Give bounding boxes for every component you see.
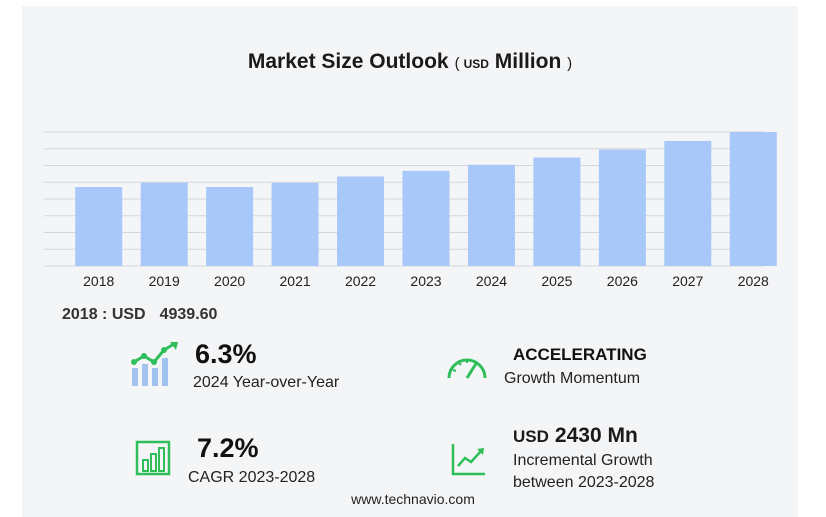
bar-2019 bbox=[140, 182, 188, 266]
x-tick-label: 2021 bbox=[280, 273, 311, 289]
base-year-label: 2018 : USD bbox=[62, 306, 146, 323]
bar-2018 bbox=[75, 187, 123, 266]
base-year-amount: 4939.60 bbox=[159, 306, 218, 323]
bar-2024 bbox=[467, 164, 515, 266]
incremental-label-1: Incremental Growth bbox=[513, 452, 653, 469]
yoy-stat: 6.3% bbox=[195, 339, 257, 370]
incremental-currency: USD bbox=[513, 427, 549, 446]
x-tick-label: 2020 bbox=[214, 273, 245, 289]
bar-2023 bbox=[402, 170, 450, 266]
x-tick-label: 2019 bbox=[149, 273, 180, 289]
unit-scale: Million bbox=[494, 50, 562, 73]
speedometer-icon bbox=[447, 358, 487, 379]
bar-2027 bbox=[664, 140, 712, 266]
unit-currency: USD bbox=[463, 57, 489, 71]
bar-2022 bbox=[337, 176, 385, 266]
incremental-label-2: between 2023-2028 bbox=[513, 474, 655, 491]
x-tick-label: 2026 bbox=[607, 273, 638, 289]
x-tick-label: 2027 bbox=[672, 273, 703, 289]
x-tick-label: 2028 bbox=[738, 273, 769, 289]
base-year-value: 2018 : USD 4939.60 bbox=[62, 306, 217, 324]
growth-bars-icon bbox=[131, 342, 178, 386]
bar-2028 bbox=[729, 132, 777, 266]
bar-2021 bbox=[271, 182, 319, 266]
x-tick-label: 2022 bbox=[345, 273, 376, 289]
yoy-value: 6.3% bbox=[195, 339, 257, 369]
cagr-label: CAGR 2023-2028 bbox=[188, 469, 316, 486]
chart-title-unit: (USD Million ) bbox=[454, 50, 573, 73]
x-tick-label: 2024 bbox=[476, 273, 507, 289]
momentum-value: ACCELERATING bbox=[513, 345, 647, 364]
x-tick-label: 2025 bbox=[541, 273, 572, 289]
x-tick-label: 2023 bbox=[410, 273, 441, 289]
incremental-value: 2430 Mn bbox=[554, 424, 638, 447]
x-tick-label: 2018 bbox=[83, 273, 114, 289]
incremental-stat: USD 2430 Mn bbox=[513, 424, 638, 448]
bar-2020 bbox=[206, 187, 254, 266]
bar-chart: 2018 2019 2020 2021 2022 2023 2024 2025 2026 2027… bbox=[44, 131, 777, 289]
chart-title: Market Size Outlook (USD Million ) bbox=[22, 50, 798, 74]
footer-url: www.technavio.com bbox=[351, 491, 475, 507]
bar-2026 bbox=[598, 149, 646, 266]
line-chart-icon bbox=[451, 444, 485, 476]
yoy-label: 2024 Year-over-Year bbox=[193, 374, 340, 391]
cagr-value: 7.2% bbox=[197, 433, 259, 463]
momentum-label: Growth Momentum bbox=[504, 370, 641, 387]
chart-title-main: Market Size Outlook bbox=[247, 50, 449, 73]
bar-chart-icon bbox=[135, 440, 171, 476]
bar-2025 bbox=[533, 157, 581, 266]
